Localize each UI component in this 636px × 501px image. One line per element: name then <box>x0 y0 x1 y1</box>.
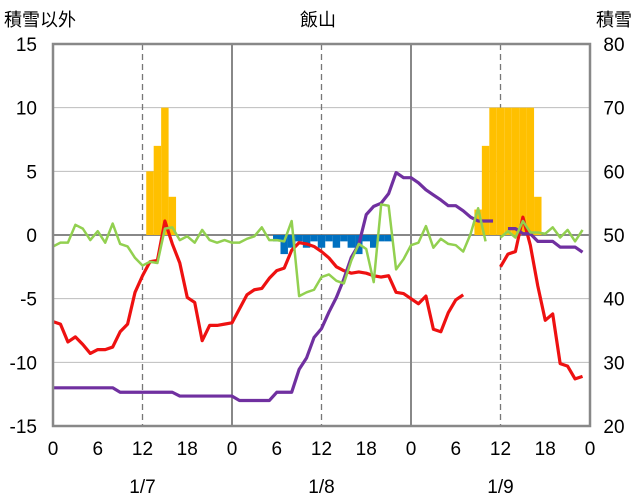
line-series <box>52 171 584 403</box>
bar <box>384 235 393 242</box>
bar <box>362 235 370 242</box>
y-tick-label-right: 80 <box>603 35 624 56</box>
bar <box>302 235 311 248</box>
bar <box>377 235 385 242</box>
series-line <box>52 215 584 381</box>
bar <box>325 235 333 242</box>
y-tick-label-left: 0 <box>26 226 37 247</box>
bar <box>295 235 303 242</box>
x-tick-label: 0 <box>406 439 417 460</box>
y-tick-label-left: 10 <box>16 99 37 120</box>
x-date-label: 1/8 <box>308 477 334 498</box>
x-tick-label: 18 <box>356 439 377 460</box>
bar <box>332 235 341 248</box>
x-tick-label: 18 <box>535 439 556 460</box>
bar <box>489 107 497 235</box>
plot-frame <box>51 42 592 428</box>
y-tick-label-left: -15 <box>10 417 37 438</box>
bar <box>481 145 490 235</box>
bar <box>146 171 154 235</box>
bar <box>161 107 169 235</box>
x-date-label: 1/9 <box>487 477 513 498</box>
bar <box>340 235 348 242</box>
y-tick-label-left: -10 <box>10 353 37 374</box>
y-tick-label-right: 50 <box>603 226 624 247</box>
y-tick-label-left: -5 <box>20 290 37 311</box>
bar <box>280 235 288 255</box>
y-tick-label-left: 5 <box>26 162 37 183</box>
bar <box>504 107 512 235</box>
bar <box>496 107 505 235</box>
y-tick-label-right: 20 <box>603 417 624 438</box>
x-tick-label: 0 <box>227 439 238 460</box>
y-tick-label-right: 70 <box>603 99 624 120</box>
x-tick-label: 0 <box>48 439 59 460</box>
bar <box>511 107 520 235</box>
series-line <box>52 203 584 298</box>
x-tick-label: 0 <box>585 439 596 460</box>
bar <box>310 235 318 242</box>
bar <box>273 235 281 242</box>
y-axis-label-right: 積雪 <box>596 10 632 31</box>
series-line <box>53 171 584 403</box>
y-axis-label-left: 積雪以外 <box>4 10 76 31</box>
bar <box>534 196 542 235</box>
bar <box>519 107 527 235</box>
x-tick-label: 12 <box>490 439 511 460</box>
bar <box>153 145 162 235</box>
x-tick-label: 12 <box>311 439 332 460</box>
y-tick-label-right: 40 <box>603 290 624 311</box>
chart-title: 飯山 <box>300 10 336 31</box>
y-tick-label-left: 15 <box>16 35 37 56</box>
bar <box>168 196 177 235</box>
bar <box>526 107 535 235</box>
bar <box>347 235 356 248</box>
bar <box>369 235 378 248</box>
x-tick-label: 6 <box>450 439 461 460</box>
y-tick-label-right: 60 <box>603 162 624 183</box>
x-tick-label: 6 <box>271 439 282 460</box>
x-tick-label: 18 <box>177 439 198 460</box>
y-tick-label-right: 30 <box>603 353 624 374</box>
x-tick-label: 6 <box>92 439 103 460</box>
x-date-label: 1/7 <box>129 477 155 498</box>
bar <box>317 235 326 248</box>
bar <box>287 235 296 248</box>
x-tick-label: 12 <box>132 439 153 460</box>
